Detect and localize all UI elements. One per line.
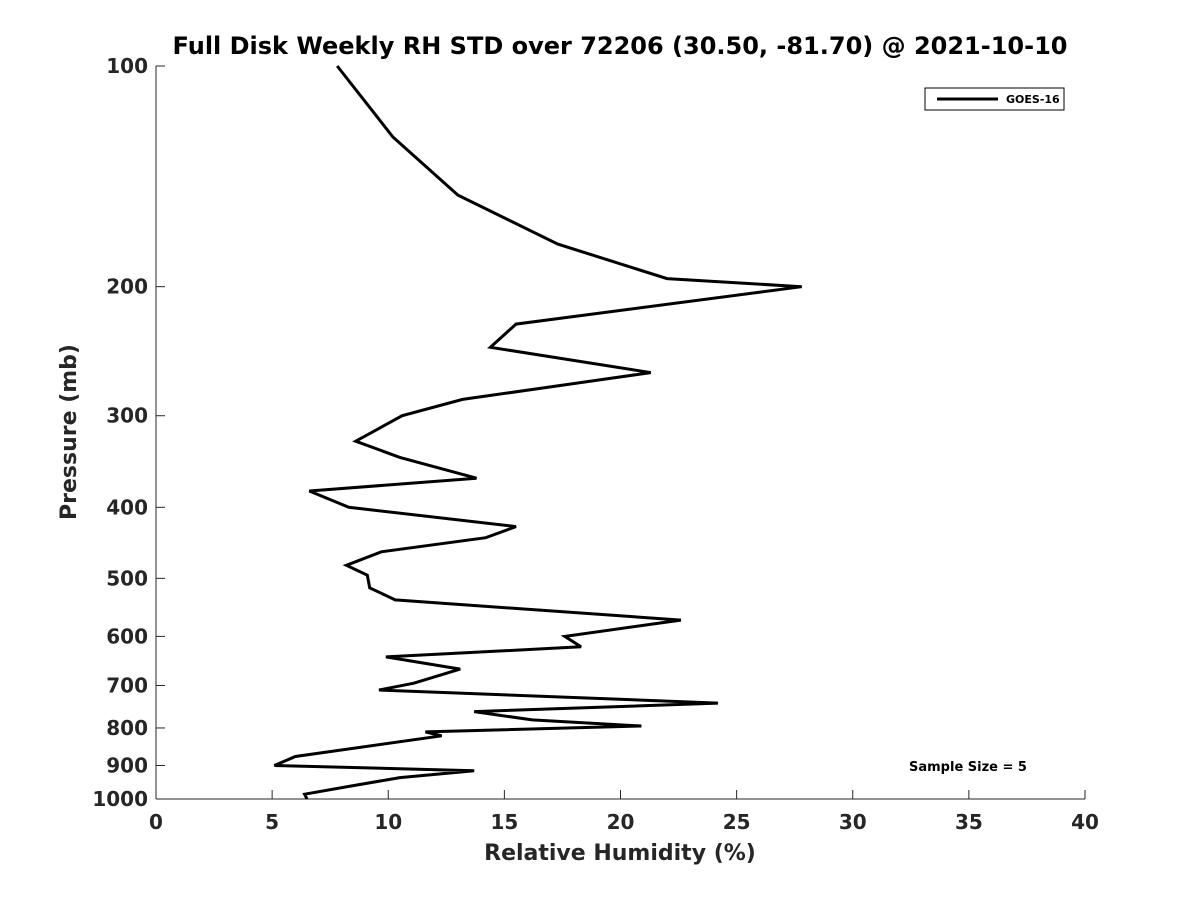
y-tick-label: 700 bbox=[106, 673, 148, 697]
x-tick-label: 35 bbox=[955, 810, 983, 834]
y-tick-label: 500 bbox=[106, 566, 148, 590]
series-line-goes16 bbox=[273, 65, 802, 800]
x-tick-label: 25 bbox=[723, 810, 751, 834]
y-tick-label: 400 bbox=[106, 495, 148, 519]
plot-area: 0 5 10 15 20 25 30 35 40 100 200 300 400 500 600 700 800… bbox=[92, 54, 1099, 834]
y-tick-label: 1000 bbox=[92, 787, 148, 811]
x-tick-label: 20 bbox=[607, 810, 635, 834]
y-tick-label: 100 bbox=[106, 54, 148, 78]
x-tick-label: 15 bbox=[490, 810, 518, 834]
x-tick-label: 0 bbox=[149, 810, 163, 834]
legend: GOES-16 bbox=[924, 87, 1065, 111]
legend-label-goes16: GOES-16 bbox=[1006, 93, 1060, 106]
chart-title: Full Disk Weekly RH STD over 72206 (30.5… bbox=[173, 32, 1068, 60]
y-axis-label: Pressure (mb) bbox=[57, 344, 82, 520]
sample-size-annotation: Sample Size = 5 bbox=[909, 760, 1027, 775]
x-axis-label: Relative Humidity (%) bbox=[484, 841, 756, 866]
y-tick-label: 800 bbox=[106, 716, 148, 740]
x-tick-label: 10 bbox=[374, 810, 402, 834]
x-tick-label: 30 bbox=[839, 810, 867, 834]
y-tick-label: 200 bbox=[106, 275, 148, 299]
y-tick-label: 900 bbox=[106, 753, 148, 777]
y-tick-label: 600 bbox=[106, 624, 148, 648]
x-tick-label: 5 bbox=[265, 810, 279, 834]
x-tick-label: 40 bbox=[1071, 810, 1099, 834]
y-tick-label: 300 bbox=[106, 404, 148, 428]
